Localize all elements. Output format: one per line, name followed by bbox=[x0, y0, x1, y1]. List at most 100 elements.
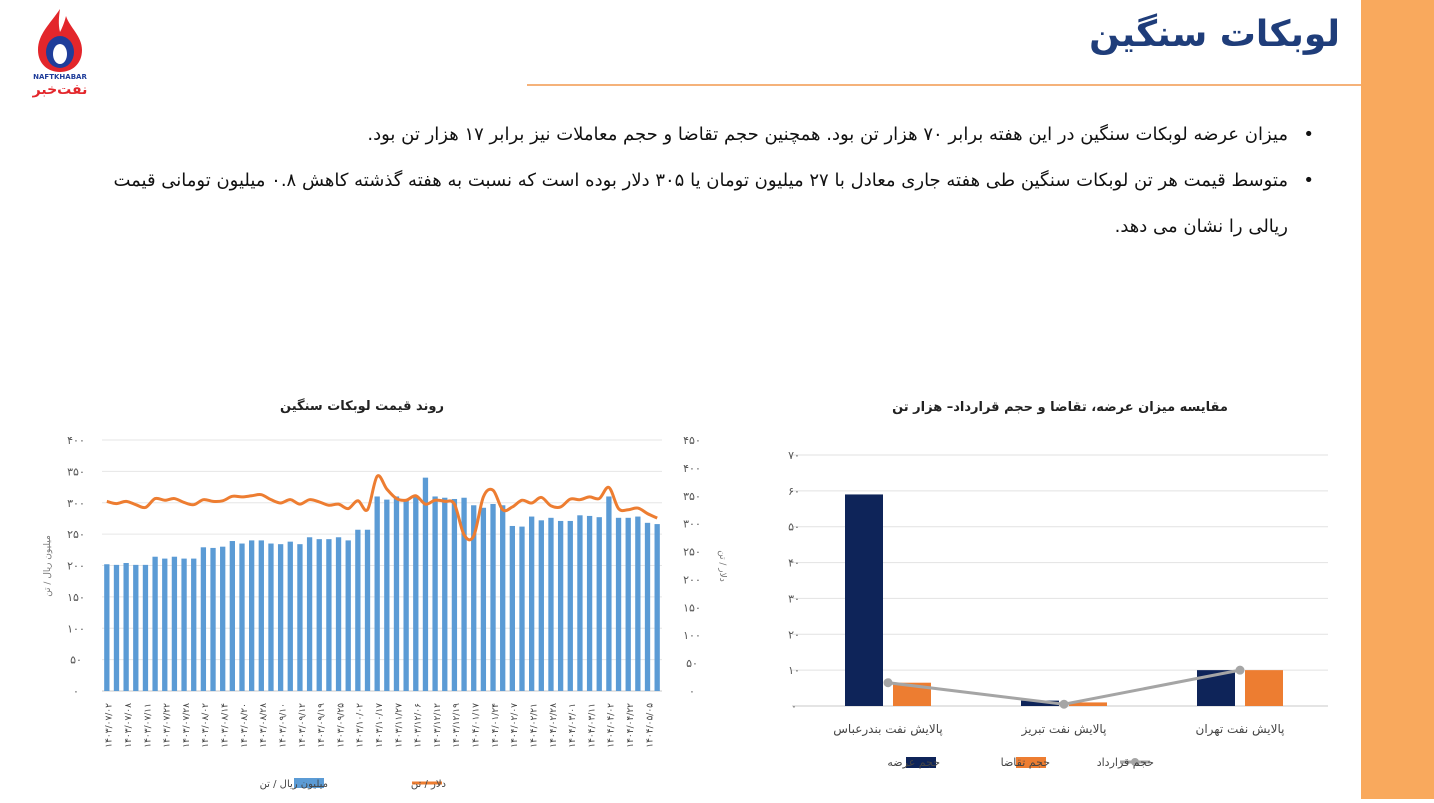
chart2-price-bar bbox=[422, 477, 429, 691]
chart2-legend-swatch-rial bbox=[294, 778, 324, 788]
chart2-x-tick-label: ۱۴۰۴/۰۱/۲۴ bbox=[491, 703, 501, 748]
chart2-x-tick-label: ۱۴۰۴/۰۲/۰۷ bbox=[510, 703, 520, 748]
chart2-x-tick-label: ۱۴۰۳/۰۹/۲۵ bbox=[336, 703, 346, 748]
chart2-price-bar bbox=[162, 558, 168, 691]
chart2-price-bar bbox=[374, 496, 380, 691]
bullet-supply: میزان عرضه لوبکات سنگین در این هفته براب… bbox=[88, 112, 1314, 158]
chart2-price-bar bbox=[277, 544, 284, 691]
chart2-price-bar bbox=[596, 517, 602, 691]
chart2-price-bar bbox=[644, 522, 651, 691]
chart2-right-tick-label: ۴۵۰ bbox=[683, 434, 701, 447]
chart2-x-tick-label: ۱۴۰۴/۰۲/۲۱ bbox=[529, 703, 539, 748]
chart2-price-bar bbox=[191, 558, 197, 691]
chart2-x-tick-label: ۱۴۰۴/۰۳/۱۱ bbox=[587, 703, 597, 748]
right-accent-band bbox=[1361, 0, 1434, 799]
bullet-price: متوسط قیمت هر تن لوبکات سنگین طی هفته جا… bbox=[88, 158, 1314, 250]
chart2-right-tick-label: ۱۰۰ bbox=[683, 629, 701, 642]
chart2-price-bar bbox=[335, 537, 342, 691]
chart1-legend-swatch bbox=[906, 757, 936, 768]
chart1-contract-point bbox=[1059, 699, 1069, 709]
chart2-right-tick-label: ۰ bbox=[689, 685, 695, 698]
chart2-price-bar bbox=[635, 516, 641, 691]
page-title: لوبکات سنگین bbox=[1089, 14, 1340, 55]
chart2-price-bar bbox=[606, 496, 612, 691]
price-trend-svg: روند قیمت لوبکات سنگین ۰ ۵۰ ۱۰۰ ۱۵۰ ۲۰۰ ۲۵۰ ۳۰۰… bbox=[43, 398, 727, 790]
chart2-price-bar bbox=[345, 540, 351, 691]
chart1-y-tick-label: ۶۰ bbox=[788, 485, 800, 498]
chart2-price-bar bbox=[171, 556, 178, 691]
chart2-usd-line bbox=[106, 474, 658, 542]
chart2-price-bar bbox=[654, 524, 660, 691]
chart2-price-bar bbox=[432, 496, 438, 691]
chart2-price-bar bbox=[548, 517, 554, 691]
chart1-bar-supply bbox=[845, 494, 883, 706]
chart2-right-tick-label: ۲۵۰ bbox=[683, 546, 701, 559]
chart2-left-tick-label: ۳۰۰ bbox=[67, 497, 85, 510]
chart2-price-bar bbox=[220, 546, 226, 691]
chart2-price-bar bbox=[133, 564, 139, 691]
chart2-right-tick-label: ۴۰۰ bbox=[683, 462, 701, 475]
chart1-contract-line bbox=[887, 668, 1241, 706]
chart2-price-bar bbox=[210, 547, 216, 691]
chart2-x-tick-label: ۱۴۰۳/۰۷/۰۸ bbox=[124, 703, 134, 748]
chart1-title: مقایسه میزان عرضه، تقاضا و حجم قرارداد– … bbox=[892, 400, 1228, 415]
chart2-left-tick-label: ۱۰۰ bbox=[67, 622, 85, 635]
chart2-x-tick-label: ۱۴۰۳/۱۰/۰۲ bbox=[356, 703, 366, 748]
chart2-price-bar bbox=[413, 495, 419, 691]
chart2-price-bar bbox=[104, 564, 110, 691]
chart1-contract-point bbox=[883, 678, 893, 688]
chart2-price-bar bbox=[529, 516, 535, 691]
chart1-y-tick-label: ۰ bbox=[791, 700, 797, 713]
chart2-price-bar bbox=[490, 504, 496, 691]
chart2-price-bar bbox=[384, 499, 390, 691]
chart2-right-tick-label: ۳۰۰ bbox=[683, 518, 701, 531]
chart2-price-bar bbox=[287, 541, 293, 691]
chart1-legend-marker bbox=[1131, 758, 1139, 766]
chart2-x-tick-label: ۱۴۰۳/۰۹/۱۲ bbox=[298, 703, 308, 748]
chart2-x-tick-label: ۱۴۰۳/۱۱/۲۷ bbox=[394, 703, 404, 748]
chart2-price-bar bbox=[355, 529, 361, 691]
chart2-price-bar bbox=[480, 507, 487, 691]
chart2-title: روند قیمت لوبکات سنگین bbox=[280, 398, 444, 414]
chart2-price-bar bbox=[200, 547, 207, 691]
chart2-right-tick-label: ۱۵۰ bbox=[683, 601, 701, 614]
chart2-right-axis-label: دلار / تن bbox=[717, 550, 727, 582]
chart1-legend-label: حجم تقاضا bbox=[1001, 756, 1050, 769]
supply-demand-svg: مقایسه میزان عرضه، تقاضا و حجم قرارداد– … bbox=[788, 400, 1328, 769]
chart2-x-tick-label: ۱۴۰۳/۰۸/۲۸ bbox=[259, 703, 269, 748]
logo-latin-text: NAFTKHABAR bbox=[33, 73, 87, 81]
chart2-x-tick-label: ۱۴۰۳/۰۹/۱۰ bbox=[278, 703, 288, 748]
chart2-left-tick-label: ۰ bbox=[73, 685, 79, 698]
chart2-price-bar bbox=[113, 564, 120, 691]
chart2-x-tick-label: ۱۴۰۳/۱۲/۱۲ bbox=[433, 703, 443, 748]
chart1-bar-demand bbox=[893, 682, 931, 706]
chart2-price-bar bbox=[181, 558, 187, 691]
chart1-y-tick-label: ۵۰ bbox=[788, 521, 800, 534]
chart2-price-bar bbox=[500, 505, 506, 691]
chart2-price-bar bbox=[557, 520, 564, 691]
chart2-x-tick-label: ۱۴۰۴/۰۲/۲۸ bbox=[549, 703, 559, 748]
chart2-x-tick-label: ۱۴۰۴/۰۴/۰۲ bbox=[607, 703, 617, 748]
chart2-price-bar bbox=[306, 537, 313, 691]
chart2-price-bar bbox=[297, 544, 303, 691]
chart1-y-tick-label: ۳۰ bbox=[788, 592, 800, 605]
chart2-left-tick-label: ۲۵۰ bbox=[67, 528, 85, 541]
chart2-x-tick-label: ۱۴۰۴/۰۳/۰۱ bbox=[568, 703, 578, 748]
chart2-left-tick-label: ۲۰۰ bbox=[67, 560, 85, 573]
chart2-price-bar bbox=[268, 543, 274, 691]
chart2-price-bar bbox=[519, 526, 525, 691]
chart1-y-tick-label: ۴۰ bbox=[788, 557, 800, 570]
chart2-price-bar bbox=[123, 562, 129, 691]
chart2-x-tick-label: ۱۴۰۳/۰۷/۲۲ bbox=[163, 703, 173, 748]
chart1-legend-label: حجم قرارداد bbox=[1097, 756, 1154, 769]
supply-demand-chart: مقایسه میزان عرضه، تقاضا و حجم قرارداد– … bbox=[760, 385, 1350, 789]
chart2-left-tick-label: ۵۰ bbox=[70, 654, 82, 667]
chart2-right-tick-label: ۵۰ bbox=[686, 657, 698, 670]
chart2-price-bar bbox=[461, 497, 467, 691]
chart1-legend-label: حجم عرضه bbox=[887, 756, 940, 769]
chart2-x-tick-label: ۱۴۰۳/۰۸/۱۴ bbox=[221, 703, 231, 748]
chart2-price-bar bbox=[364, 529, 371, 691]
chart2-left-tick-label: ۱۵۰ bbox=[67, 591, 85, 604]
chart1-bar-demand bbox=[1245, 670, 1283, 706]
chart2-left-axis-label: میلیون ریال / تن bbox=[43, 535, 53, 597]
